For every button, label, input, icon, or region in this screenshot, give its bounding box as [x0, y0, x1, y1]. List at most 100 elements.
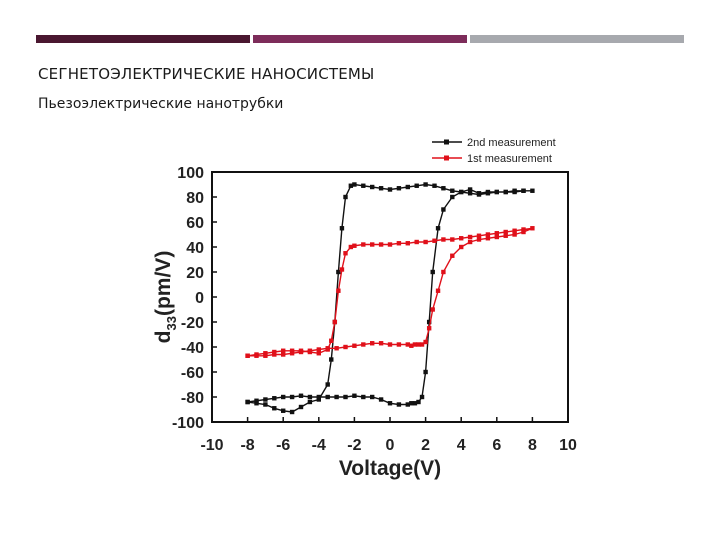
data-point [396, 402, 402, 407]
data-point [459, 189, 464, 195]
data-point [289, 394, 295, 400]
data-point [467, 191, 473, 196]
data-point [416, 399, 421, 405]
data-point [512, 188, 517, 193]
data-point [352, 343, 357, 348]
data-point [307, 348, 313, 353]
y-axis-ticks: 100 80 60 40 20 0 -20 -40 -60 -80 -100 [172, 165, 217, 432]
data-point [316, 394, 321, 400]
data-point [396, 342, 402, 347]
data-point [298, 349, 304, 355]
y-tick-label: 80 [186, 190, 204, 207]
data-point [530, 226, 535, 231]
data-point [378, 186, 384, 191]
data-point [339, 267, 345, 272]
data-point [281, 352, 286, 357]
data-point [281, 348, 286, 353]
data-point [254, 353, 259, 358]
data-point [405, 241, 410, 246]
data-point [430, 269, 435, 275]
data-point [361, 183, 366, 188]
data-point [450, 188, 455, 193]
x-tick-label: 0 [386, 437, 395, 454]
data-point [494, 234, 499, 240]
y-axis-label-main: d [152, 330, 175, 343]
data-point [343, 251, 348, 256]
data-point [485, 236, 491, 241]
data-point [414, 239, 419, 245]
x-tick-label: 4 [457, 437, 466, 454]
data-point [348, 244, 354, 250]
data-point [361, 394, 366, 400]
data-point [254, 398, 259, 403]
data-point [352, 182, 357, 187]
data-point [336, 288, 341, 293]
data-point [370, 394, 375, 400]
data-point [450, 253, 455, 258]
data-point [409, 401, 414, 406]
data-point [450, 237, 455, 242]
data-point [343, 344, 348, 350]
header-bar-dark [36, 35, 250, 43]
data-point [459, 236, 464, 241]
data-point [426, 326, 432, 331]
y-axis-label-unit: (pm/V) [152, 251, 175, 316]
legend: 2nd measurement 1st measurement [432, 137, 556, 165]
x-tick-label: -6 [276, 437, 290, 454]
data-point [396, 186, 402, 191]
data-point [530, 188, 535, 193]
series-layer [245, 182, 535, 415]
data-point [409, 343, 414, 348]
data-point [485, 232, 491, 237]
data-point [334, 346, 339, 351]
data-point [521, 229, 526, 235]
x-tick-label: 6 [492, 437, 501, 454]
data-point [361, 342, 366, 347]
data-point [307, 399, 313, 405]
y-tick-label: -60 [181, 365, 204, 382]
data-point [281, 394, 286, 400]
data-point [263, 351, 268, 356]
data-point [332, 319, 338, 325]
data-point [503, 229, 508, 235]
data-point [307, 394, 313, 400]
data-point [521, 188, 526, 193]
data-point [512, 228, 517, 233]
data-point [441, 207, 446, 212]
data-point [412, 401, 418, 406]
data-point [387, 401, 393, 406]
data-point [245, 399, 250, 405]
plot-frame [211, 171, 569, 423]
x-tick-label: -2 [347, 437, 361, 454]
data-point [416, 342, 421, 347]
data-point [378, 341, 384, 346]
y-tick-label: -20 [181, 315, 204, 332]
data-point [325, 394, 330, 400]
data-point [441, 269, 446, 275]
data-point [343, 394, 348, 400]
data-point [459, 244, 464, 250]
data-point [289, 409, 295, 415]
data-point [370, 184, 375, 190]
data-point [423, 239, 428, 245]
data-point [419, 342, 425, 347]
legend-label: 1st measurement [467, 153, 552, 165]
x-axis-label: Voltage(V) [339, 457, 441, 480]
data-point [435, 288, 441, 293]
data-point [254, 401, 259, 406]
data-point [485, 189, 491, 195]
data-point [432, 183, 437, 188]
x-tick-label: -10 [200, 437, 223, 454]
data-point [378, 397, 384, 402]
data-point [387, 342, 393, 347]
x-tick-label: 10 [559, 437, 577, 454]
data-point [316, 351, 321, 356]
y-tick-label: -40 [181, 340, 204, 357]
x-tick-label: 8 [528, 437, 537, 454]
legend-label: 2nd measurement [467, 137, 556, 149]
data-point [467, 234, 473, 240]
data-point [361, 242, 366, 247]
data-point [352, 393, 357, 398]
slide-subtitle: Пьезоэлектрические нанотрубки [38, 96, 284, 112]
header-bar-gray [470, 35, 684, 43]
